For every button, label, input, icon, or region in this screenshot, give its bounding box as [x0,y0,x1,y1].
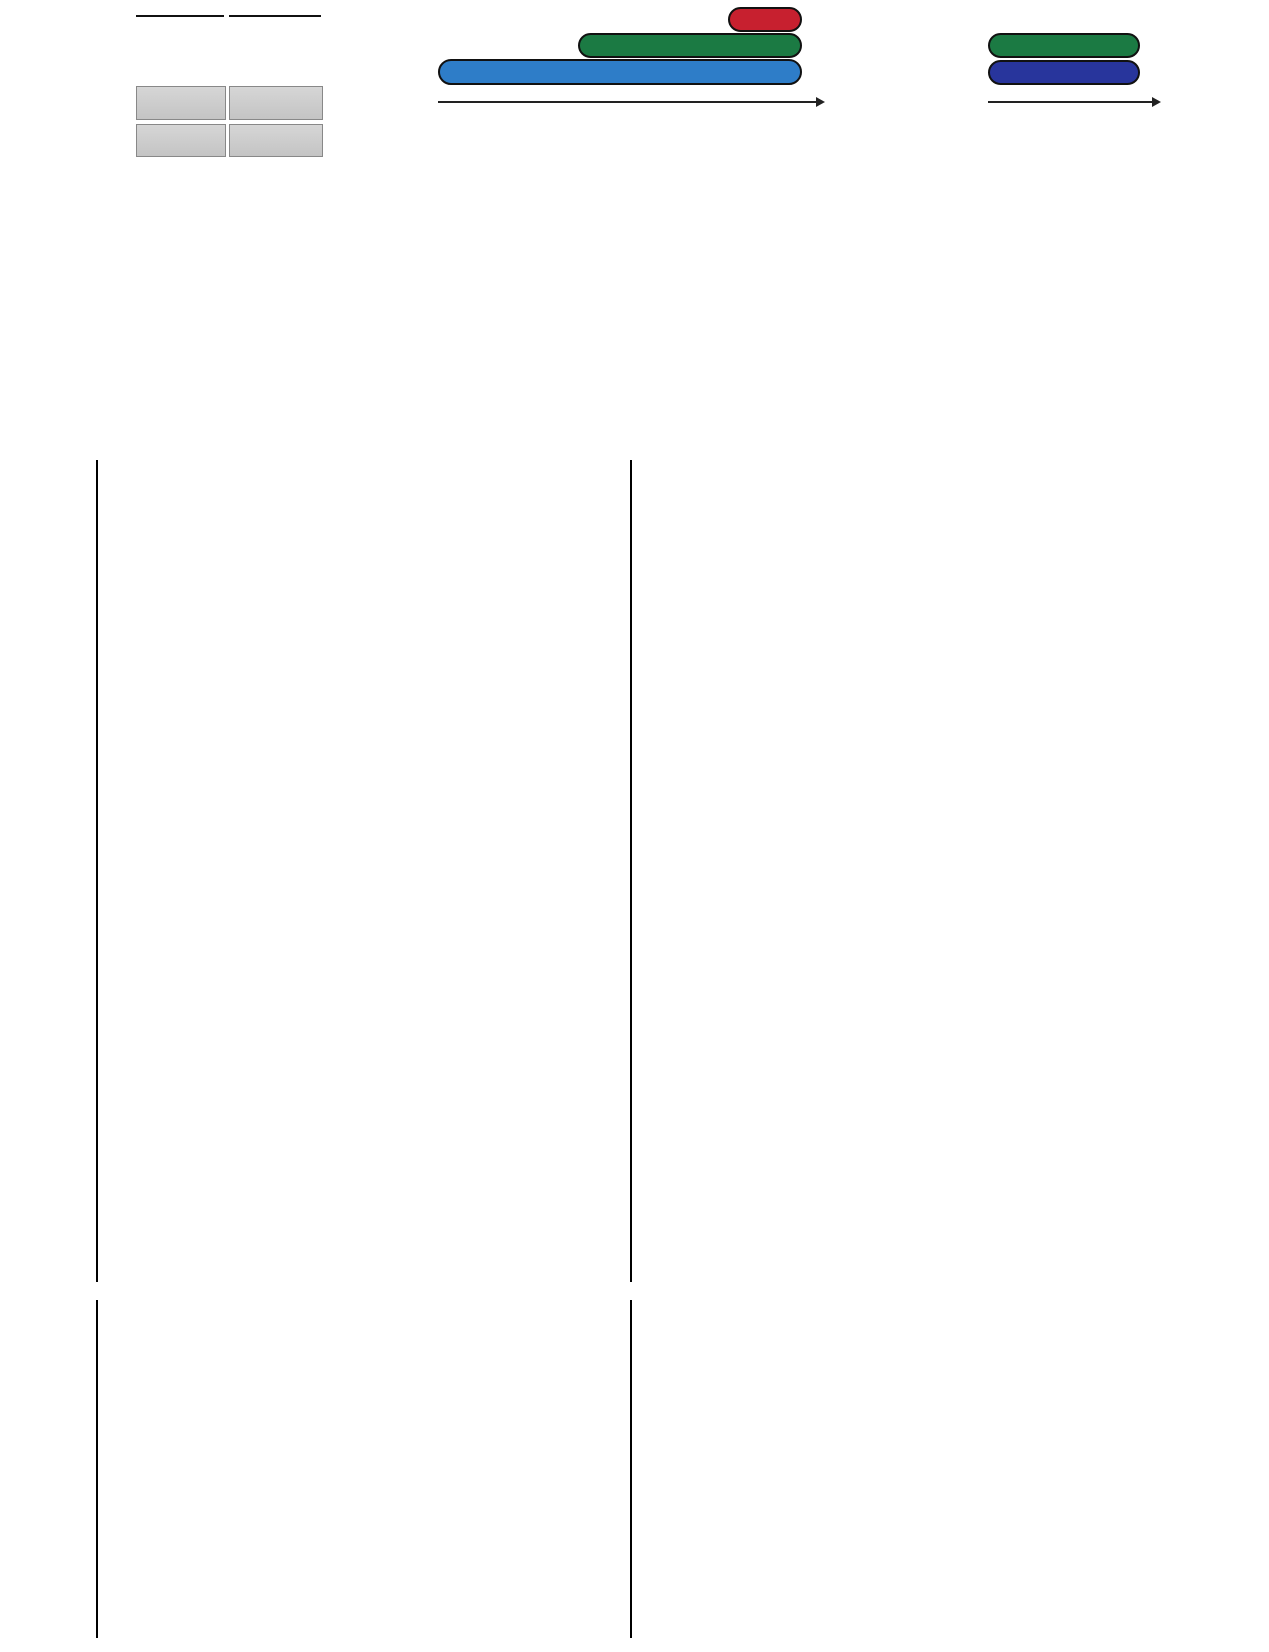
timeline-arrowhead-right [1152,97,1161,107]
cell-line-header-22rv1 [136,14,224,17]
harvest-label-left [828,90,914,103]
dht-pill [728,7,802,32]
group-line-16hdht [96,460,98,1282]
group-line-androgen-deprived [630,460,632,1282]
ar-blot-22rv1 [136,86,226,120]
parpi-pill-left [578,33,802,58]
harvest-label-right [1166,90,1256,103]
timeline-axis-right [988,101,1152,103]
enza-pill [988,60,1140,85]
gsea-dotplot-grid [0,444,1269,1652]
ar-blot-lncap [229,86,323,120]
gapdh-blot-22rv1 [136,124,226,157]
group-line-enza [630,1300,632,1638]
timeline-axis-left [438,101,816,103]
cell-line-header-lncap [229,14,321,17]
timeline-arrowhead-left [816,97,825,107]
treatment-timeline-panel [0,0,1269,150]
western-blot-panel [0,0,360,160]
group-line-vehicle [96,1300,98,1638]
androgen-deprivation-pill [438,59,802,85]
gapdh-blot-lncap [229,124,323,157]
parpi-pill-right [988,33,1140,58]
volcano-plot-row [0,156,1269,448]
